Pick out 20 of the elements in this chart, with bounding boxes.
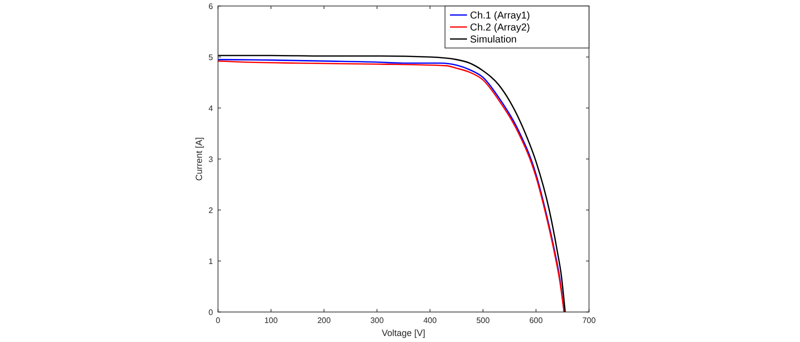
y-tick-label: 3 <box>208 155 214 164</box>
x-tick-label: 600 <box>529 316 544 325</box>
x-tick-label: 300 <box>370 316 384 325</box>
x-tick-label: 200 <box>317 316 332 325</box>
legend-label: Simulation <box>470 34 517 46</box>
y-tick-label: 1 <box>208 257 214 266</box>
legend-label: Ch.2 (Array2) <box>470 22 530 34</box>
x-tick-label: 0 <box>216 316 221 325</box>
y-tick-label: 6 <box>208 2 214 11</box>
x-axis-title: Voltage [V] <box>382 328 426 338</box>
y-tick-label: 5 <box>208 53 214 62</box>
y-tick-label: 2 <box>208 206 214 215</box>
legend-label: Ch.1 (Array1) <box>470 10 530 22</box>
x-tick-label: 500 <box>476 316 490 325</box>
x-tick-label: 100 <box>264 316 278 325</box>
y-tick-label: 4 <box>208 104 214 113</box>
x-tick-label: 700 <box>582 316 596 325</box>
y-tick-label: 0 <box>208 308 214 317</box>
y-axis-title: Current [A] <box>194 137 204 181</box>
x-tick-label: 400 <box>423 316 438 325</box>
